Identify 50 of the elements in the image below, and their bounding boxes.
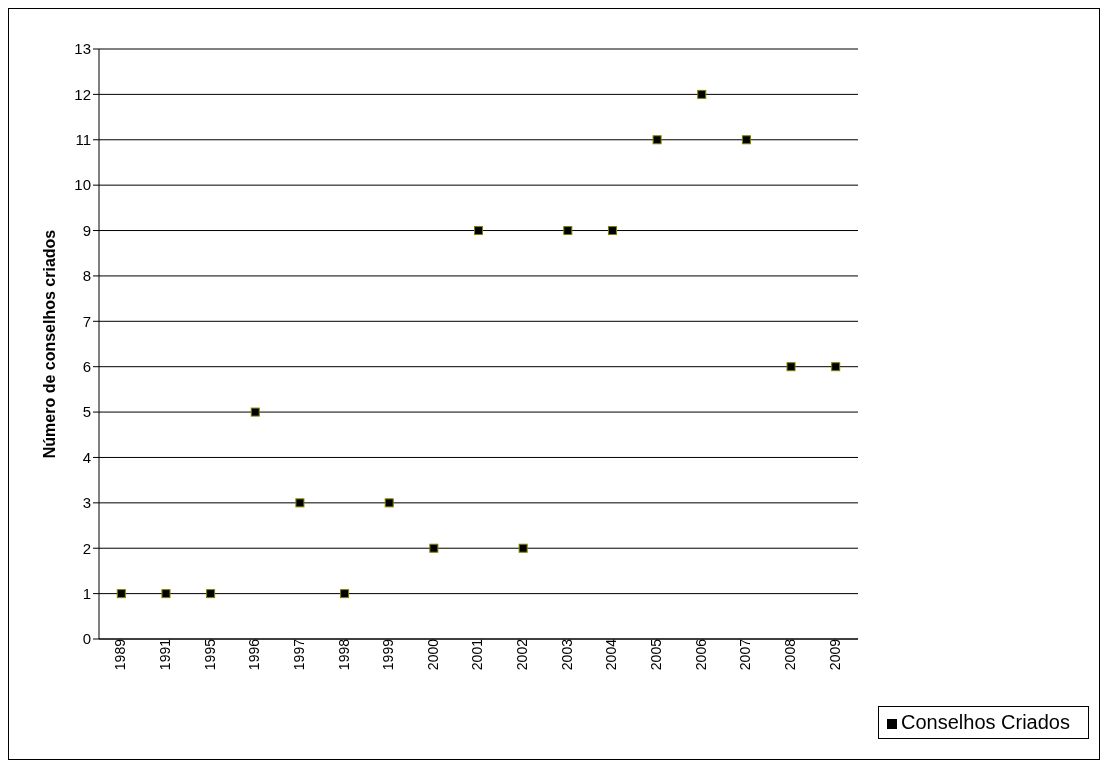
- point: [831, 362, 841, 372]
- x-tick-label: 2007: [737, 638, 754, 671]
- point: [786, 362, 796, 372]
- point: [607, 226, 617, 236]
- legend-label: Conselhos Criados: [901, 711, 1070, 733]
- point: [250, 407, 260, 417]
- point: [206, 589, 216, 599]
- x-tick-label: 2001: [469, 638, 486, 671]
- y-axis-title: Número de conselhos criados: [40, 229, 58, 459]
- point: [116, 589, 126, 599]
- y-tick-label: 7: [82, 312, 91, 330]
- y-tick-label: 10: [74, 176, 91, 194]
- x-tick-label: 1995: [201, 638, 218, 671]
- point: [161, 589, 171, 599]
- x-tick-label: 1998: [335, 638, 352, 671]
- x-tick-label: 2006: [692, 638, 709, 671]
- y-tick-label: 0: [82, 630, 91, 648]
- point: [741, 135, 751, 145]
- point: [697, 89, 707, 99]
- y-tick-label: 12: [74, 85, 91, 103]
- point: [518, 543, 528, 553]
- x-tick-label: 2003: [558, 638, 575, 671]
- point: [295, 498, 305, 508]
- x-tick-label: 2000: [424, 638, 441, 671]
- x-tick-label: 2004: [603, 638, 620, 671]
- x-tick-label: 2009: [826, 638, 843, 671]
- y-tick-label: 11: [75, 131, 91, 149]
- y-tick-label: 4: [82, 448, 91, 466]
- y-tick-label: 5: [82, 403, 91, 421]
- point: [429, 543, 439, 553]
- y-tick-label: 6: [82, 358, 91, 376]
- x-tick-label: 2008: [781, 638, 798, 671]
- point: [340, 589, 350, 599]
- point: [384, 498, 394, 508]
- point: [474, 226, 484, 236]
- x-tick-label: 1999: [380, 638, 397, 671]
- y-tick-label: 1: [82, 584, 91, 602]
- x-tick-label: 1991: [156, 638, 173, 671]
- y-tick-label: 8: [82, 267, 91, 285]
- x-tick-label: 2005: [648, 638, 665, 671]
- x-tick-label: 1996: [246, 638, 263, 671]
- x-tick-label: 1989: [112, 638, 129, 671]
- y-tick-label: 9: [82, 221, 91, 239]
- x-tick-label: 1997: [290, 638, 307, 671]
- y-tick-label: 3: [82, 494, 91, 512]
- point: [652, 135, 662, 145]
- x-tick-label: 2002: [514, 638, 531, 671]
- y-tick-label: 13: [74, 40, 91, 58]
- point: [563, 226, 573, 236]
- y-tick-label: 2: [82, 539, 91, 557]
